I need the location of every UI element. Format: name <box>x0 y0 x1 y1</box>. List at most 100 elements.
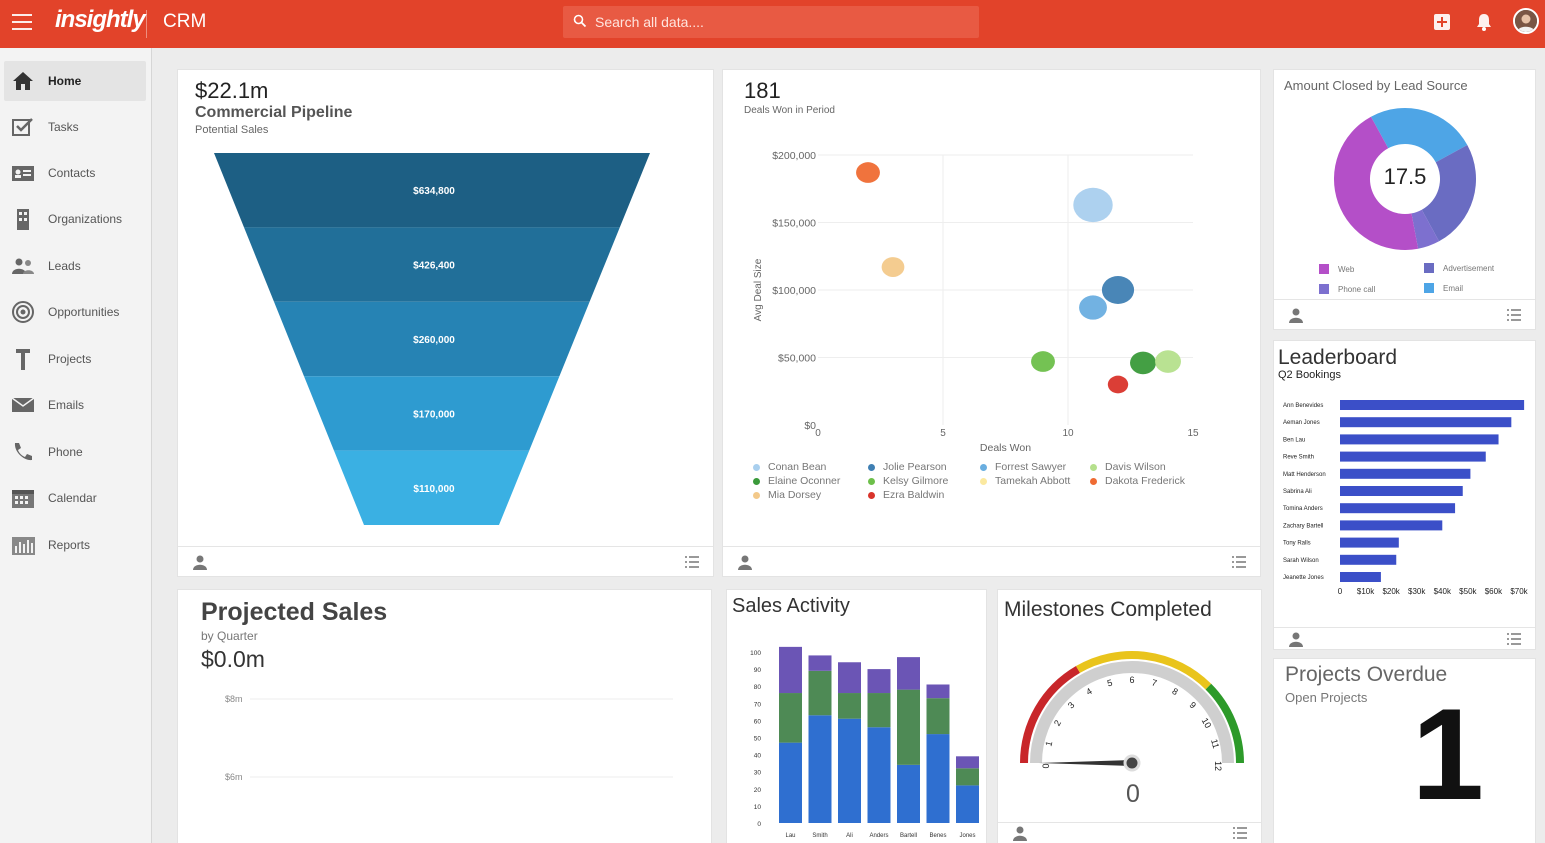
sidebar-item-calendar[interactable]: Calendar <box>4 478 146 518</box>
legend-item[interactable]: Advertisement <box>1424 263 1494 273</box>
legend-item[interactable]: Kelsy Gilmore <box>868 475 948 487</box>
hamburger-menu-icon[interactable] <box>12 14 32 30</box>
search-box[interactable] <box>563 6 979 38</box>
app-logo[interactable]: insightly <box>55 6 146 33</box>
donut-slice <box>1370 107 1468 163</box>
activity-bar-segment <box>897 657 920 690</box>
leaderboard-title: Leaderboard <box>1278 346 1398 369</box>
list-view-icon[interactable] <box>685 556 699 568</box>
owner-person-icon[interactable] <box>192 554 208 570</box>
legend-item[interactable]: Email <box>1424 283 1463 293</box>
lead-source-title: Amount Closed by Lead Source <box>1284 78 1468 93</box>
gauge-tick-label: 3 <box>1066 700 1077 711</box>
gauge-tick-label: 0 <box>1041 763 1051 768</box>
search-input[interactable] <box>595 6 965 38</box>
legend-swatch <box>1319 264 1329 274</box>
legend-item[interactable]: Mia Dorsey <box>753 489 821 501</box>
legend-item[interactable]: Elaine Oconner <box>753 475 840 487</box>
sidebar-item-leads[interactable]: Leads <box>4 246 146 286</box>
legend-swatch <box>1424 283 1434 293</box>
list-view-icon[interactable] <box>1232 556 1246 568</box>
legend-item[interactable]: Conan Bean <box>753 461 826 473</box>
owner-person-icon[interactable] <box>1012 825 1028 841</box>
x-tick-label: 0 <box>815 428 821 439</box>
legend-swatch <box>1424 263 1434 273</box>
pipeline-total: $22.1m <box>195 78 269 103</box>
legend-item[interactable]: Jolie Pearson <box>868 461 947 473</box>
gauge-tick-label: 8 <box>1170 686 1179 697</box>
activity-bar-segment <box>808 715 832 823</box>
activity-bar-segment <box>897 689 920 765</box>
overdue-subtitle: Open Projects <box>1285 690 1368 705</box>
x-tick-label: $60k <box>1485 587 1503 596</box>
x-tick-label: $20k <box>1382 587 1400 596</box>
leaderboard-bar <box>1340 417 1512 428</box>
legend-item[interactable]: Phone call <box>1319 284 1375 294</box>
sidebar-item-label: Reports <box>48 538 91 552</box>
legend-item[interactable]: Ezra Baldwin <box>868 489 944 501</box>
x-tick-label: Lau <box>785 833 795 839</box>
list-view-icon[interactable] <box>1507 633 1521 645</box>
user-avatar[interactable] <box>1513 8 1539 34</box>
legend-item[interactable]: Dakota Frederick <box>1090 475 1185 487</box>
sidebar-item-reports[interactable]: Reports <box>4 525 146 565</box>
legend-item[interactable]: Web <box>1319 264 1354 274</box>
legend-swatch <box>868 491 875 499</box>
x-tick-label: Bartell <box>900 833 917 839</box>
y-tick-label: 100 <box>750 650 761 657</box>
x-tick-label: Smith <box>812 833 827 839</box>
legend-item[interactable]: Davis Wilson <box>1090 461 1166 473</box>
lead-source-card: Amount Closed by Lead Source 17.5 Web Adv… <box>1273 69 1536 330</box>
list-view-icon[interactable] <box>1507 309 1521 321</box>
leaderboard-name: Sabrina Ali <box>1283 489 1312 495</box>
gauge-tick-label: 1 <box>1043 740 1054 747</box>
donut-slice <box>1333 116 1419 251</box>
legend-swatch <box>753 477 760 485</box>
add-new-icon[interactable] <box>1432 12 1452 32</box>
gauge-tick-label: 7 <box>1151 677 1158 688</box>
leaderboard-bar-chart: Ann Benevides Aeman Jones Ben Lau Reve Smit… <box>1283 400 1529 596</box>
activity-bar-segment <box>956 785 979 823</box>
sales-activity-title: Sales Activity <box>732 595 850 617</box>
leaderboard-subtitle: Q2 Bookings <box>1278 369 1341 381</box>
y-tick-label: $100,000 <box>772 285 816 297</box>
top-bar: insightly CRM <box>0 0 1545 48</box>
activity-bar-segment <box>867 669 891 694</box>
sidebar-item-organizations[interactable]: Organizations <box>4 199 146 239</box>
legend-item[interactable]: Tamekah Abbott <box>980 475 1070 487</box>
card-footer <box>998 822 1261 842</box>
x-tick-label: $30k <box>1408 587 1426 596</box>
leaderboard-bar <box>1340 486 1463 496</box>
gauge-tick-label: 11 <box>1209 738 1221 750</box>
lead-source-donut-chart <box>1333 107 1477 251</box>
sidebar-item-emails[interactable]: Emails <box>4 385 146 425</box>
owner-person-icon[interactable] <box>1288 307 1304 323</box>
sidebar-item-projects[interactable]: Projects <box>4 339 146 379</box>
leaderboard-card: Leaderboard Q2 Bookings Ann Benevides Aem… <box>1273 340 1536 650</box>
sidebar-item-label: Organizations <box>48 212 123 226</box>
leaderboard-bar <box>1340 554 1397 565</box>
sidebar-item-home[interactable]: Home <box>4 61 146 101</box>
list-view-icon[interactable] <box>1233 827 1247 839</box>
sidebar-item-tasks[interactable]: Tasks <box>4 107 146 147</box>
owner-person-icon[interactable] <box>1288 631 1304 647</box>
sidebar-item-label: Projects <box>48 352 92 366</box>
leaderboard-bar <box>1340 520 1443 531</box>
sidebar-item-opportunities[interactable]: Opportunities <box>4 292 146 332</box>
y-tick-label: $150,000 <box>772 218 816 230</box>
legend-label: Kelsy Gilmore <box>883 475 949 487</box>
owner-person-icon[interactable] <box>737 554 753 570</box>
notifications-bell-icon[interactable] <box>1474 12 1494 32</box>
sidebar-item-contacts[interactable]: Contacts <box>4 153 146 193</box>
legend-item[interactable]: Forrest Sawyer <box>980 461 1066 473</box>
sidebar-item-label: Home <box>48 74 82 88</box>
x-tick-label: 10 <box>1062 428 1074 439</box>
sidebar-item-phone[interactable]: Phone <box>4 432 146 472</box>
leaderboard-bar <box>1340 434 1499 445</box>
x-axis-label: Deals Won <box>980 442 1031 454</box>
x-tick-label: $50k <box>1459 587 1477 596</box>
leaderboard-bar <box>1340 572 1381 582</box>
legend-label: Tamekah Abbott <box>995 475 1071 487</box>
projected-sales-card: Projected Sales by Quarter $0.0m $8m $6m <box>177 589 712 843</box>
